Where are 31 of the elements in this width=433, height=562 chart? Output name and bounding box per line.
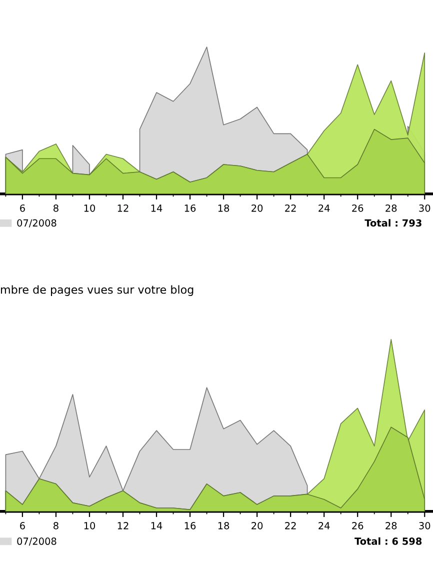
x-tick-label: 26 (352, 522, 364, 530)
x-tick-label: 24 (318, 522, 330, 530)
x-tick-label: 22 (285, 522, 296, 530)
x-tick-label: 14 (151, 522, 162, 530)
x-tick-label: 30 (419, 204, 430, 212)
x-tick-label: 18 (218, 522, 230, 530)
x-tick-label: 16 (184, 204, 196, 212)
x-tick-label: 20 (252, 204, 263, 212)
chart-title: mbre de pages vues sur votre blog (1, 285, 194, 296)
legend-label: 07/2008 (17, 219, 56, 228)
x-tick-label: 26 (352, 204, 364, 212)
x-tick-label: 8 (54, 204, 58, 212)
x-tick-label: 14 (151, 204, 162, 212)
x-tick-label: 22 (285, 204, 296, 212)
x-tick-label: 28 (386, 522, 397, 530)
x-tick-label: 30 (419, 522, 430, 530)
x-tick-label: 6 (20, 522, 25, 530)
x-tick-label: 12 (118, 522, 128, 530)
text: Total : 6 598 (354, 537, 422, 545)
x-tick-label: 24 (318, 204, 330, 212)
text: Total : 793 (364, 219, 422, 227)
x-tick-label: 10 (84, 204, 96, 212)
x-tick-label: 28 (386, 204, 397, 212)
x-tick-label: 10 (84, 522, 96, 530)
x-tick-label: 6 (20, 204, 25, 212)
x-tick-label: 20 (252, 522, 263, 530)
x-tick-label: 16 (184, 522, 196, 530)
legend-label: 07/2008 (17, 538, 56, 546)
x-tick-label: 12 (118, 204, 128, 212)
x-tick-label: 8 (54, 522, 58, 530)
x-tick-label: 18 (218, 204, 230, 212)
